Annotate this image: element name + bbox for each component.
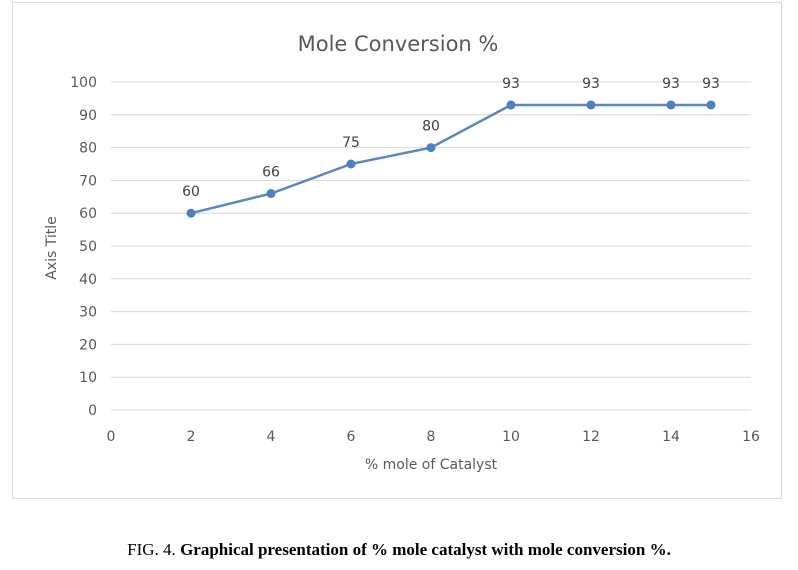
data-point (186, 208, 196, 218)
y-tick-label: 90 (79, 108, 97, 124)
line-chart: Mole Conversion % 0102030405060708090100… (44, 32, 760, 473)
data-labels: 60 66 75 80 93 93 93 93 (182, 76, 720, 200)
y-axis-title: Axis Title (44, 216, 60, 280)
y-tick-label: 100 (70, 75, 97, 91)
y-axis-ticks: 0 10 20 30 40 50 60 70 80 90 100 (70, 75, 97, 419)
y-tick-label: 20 (79, 337, 97, 353)
y-tick-label: 70 (79, 173, 97, 189)
data-label: 60 (182, 184, 200, 200)
data-point (506, 100, 516, 110)
figure-caption: FIG. 4. Graphical presentation of % mole… (0, 540, 798, 560)
x-axis-title: % mole of Catalyst (365, 457, 498, 473)
data-point (706, 100, 716, 110)
data-label: 80 (422, 119, 440, 135)
x-tick-label: 14 (662, 429, 680, 445)
y-tick-label: 30 (79, 305, 97, 321)
figure-caption-text: Graphical presentation of % mole catalys… (180, 540, 671, 559)
x-axis-ticks: 0 2 4 6 8 10 12 14 16 (107, 429, 760, 445)
y-tick-label: 50 (79, 239, 97, 255)
x-tick-label: 8 (427, 429, 436, 445)
y-tick-label: 60 (79, 206, 97, 222)
x-tick-label: 16 (742, 429, 760, 445)
chart-title: Mole Conversion % (298, 32, 499, 56)
data-label: 93 (582, 76, 600, 92)
x-tick-label: 4 (267, 429, 276, 445)
x-tick-label: 12 (582, 429, 600, 445)
x-tick-label: 2 (187, 429, 196, 445)
data-point (426, 143, 436, 153)
y-tick-label: 10 (79, 370, 97, 386)
chart-area: Mole Conversion % 0 10 20 30 40 50 60 70 80 90 100… (12, 2, 782, 499)
y-tick-label: 0 (88, 403, 97, 419)
data-label: 75 (342, 135, 360, 151)
data-point (346, 159, 356, 169)
y-tick-label: 40 (79, 272, 97, 288)
series (186, 100, 716, 218)
data-label: 93 (502, 76, 520, 92)
data-point (266, 189, 276, 199)
x-tick-label: 6 (347, 429, 356, 445)
x-tick-label: 10 (502, 429, 520, 445)
data-label: 66 (262, 165, 280, 181)
x-tick-label: 0 (107, 429, 116, 445)
data-label: 93 (702, 76, 720, 92)
data-point (586, 100, 596, 110)
data-label: 93 (662, 76, 680, 92)
y-tick-label: 80 (79, 141, 97, 157)
data-point (666, 100, 676, 110)
series-line (190, 103, 711, 215)
figure-caption-prefix: FIG. 4. (127, 540, 176, 559)
